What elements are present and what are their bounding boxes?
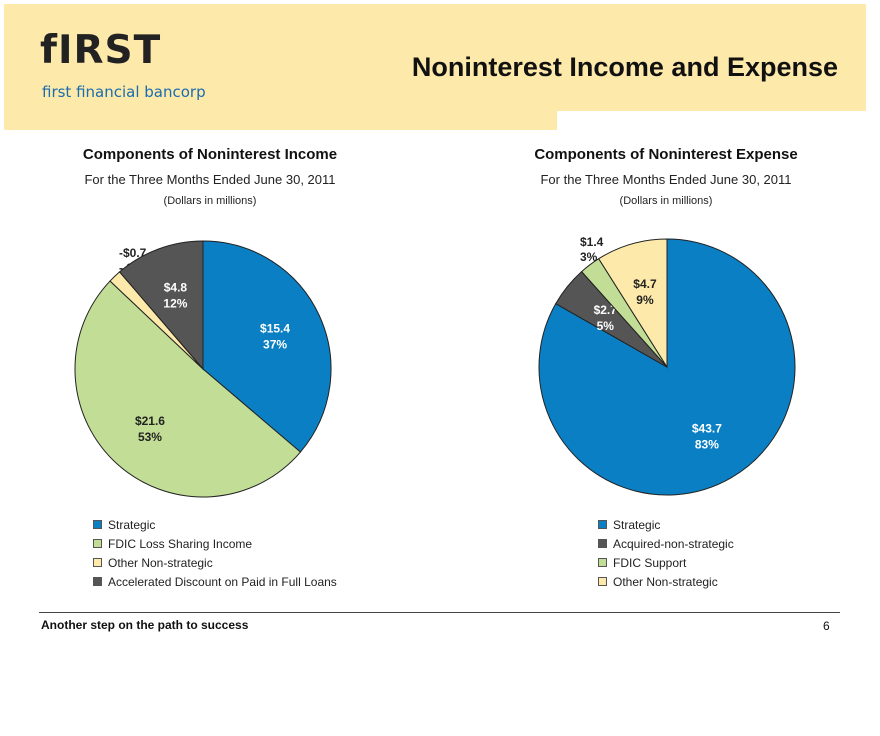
logo-subtitle: first financial bancorp	[42, 83, 206, 101]
expense-legend-label: Acquired-non-strategic	[613, 536, 734, 551]
income-legend-item: Other Non-strategic	[93, 553, 337, 572]
income-slice-3-value-label: $4.8	[164, 281, 188, 295]
expense-legend-swatch	[598, 520, 607, 529]
income-legend-swatch	[93, 539, 102, 548]
expense-slice-1-percent-label: 5%	[597, 319, 615, 333]
expense-legend-swatch	[598, 577, 607, 586]
income-slice-3-percent-label: 12%	[163, 297, 187, 311]
income-legend-swatch	[93, 558, 102, 567]
expense-chart-header: Components of Noninterest Expense For th…	[456, 140, 876, 207]
logo-wordmark: fIRST	[40, 28, 162, 73]
income-slice-0-value-label: $15.4	[260, 322, 290, 336]
expense-slice-3	[598, 238, 668, 369]
expense-pie-chart: $43.7 83% $2.7 5% $1.43% $4.7 9%	[538, 235, 796, 496]
expense-chart-subtitle: For the Three Months Ended June 30, 2011	[540, 172, 792, 187]
header-band: fIRST first financial bancorp Noninteres…	[4, 4, 866, 130]
expense-legend-label: Strategic	[613, 517, 661, 532]
income-chart-header: Components of Noninterest Income For the…	[0, 140, 420, 207]
income-legend-label: FDIC Loss Sharing Income	[108, 536, 253, 551]
expense-legend-item: Other Non-strategic	[598, 572, 734, 591]
slide-title: Noninterest Income and Expense	[411, 52, 838, 82]
page-number: 6	[823, 619, 830, 633]
expense-legend-swatch	[598, 558, 607, 567]
income-slice-0	[202, 240, 332, 453]
income-slice-1-value-label: $21.6	[135, 414, 165, 428]
expense-legend: Strategic Acquired-non-strategic FDIC Supp…	[598, 515, 734, 591]
expense-slice-0-value-label: $43.7	[692, 422, 722, 436]
header-notch	[557, 111, 866, 132]
expense-slice-2-value-label: $1.4	[580, 235, 604, 249]
income-legend-swatch	[93, 520, 102, 529]
expense-chart-unit: (Dollars in millions)	[619, 195, 713, 207]
expense-slice-2-percent-label: 3%	[580, 250, 598, 264]
income-slice-0-percent-label: 37%	[263, 338, 287, 352]
footer-divider	[39, 612, 840, 613]
expense-slice-3-percent-label: 9%	[636, 293, 654, 307]
income-chart-unit: (Dollars in millions)	[163, 195, 257, 207]
expense-legend-item: Acquired-non-strategic	[598, 534, 734, 553]
income-legend-swatch	[93, 577, 102, 586]
income-legend-label: Other Non-strategic	[108, 555, 213, 570]
income-legend-item: FDIC Loss Sharing Income	[93, 534, 337, 553]
expense-slice-3-value-label: $4.7	[633, 277, 657, 291]
income-slice-3	[118, 240, 204, 371]
expense-legend-item: Strategic	[598, 515, 734, 534]
expense-legend-label: Other Non-strategic	[613, 574, 718, 589]
footer-tagline: Another step on the path to success	[41, 618, 249, 632]
income-legend-item: Strategic	[93, 515, 337, 534]
expense-chart-title: Components of Noninterest Expense	[534, 146, 798, 163]
income-legend-label: Strategic	[108, 517, 156, 532]
income-slice-1-percent-label: 53%	[138, 430, 162, 444]
expense-legend-swatch	[598, 539, 607, 548]
income-slice-1	[74, 280, 302, 498]
expense-slice-0-percent-label: 83%	[695, 438, 719, 452]
income-legend: Strategic FDIC Loss Sharing Income Other N…	[93, 515, 337, 591]
expense-legend-item: FDIC Support	[598, 553, 734, 572]
income-slice-2-value-label: -$0.7	[119, 246, 147, 260]
expense-slice-1-value-label: $2.7	[594, 303, 618, 317]
income-legend-label: Accelerated Discount on Paid in Full Loa…	[108, 574, 337, 589]
expense-legend-label: FDIC Support	[613, 555, 687, 570]
income-legend-item: Accelerated Discount on Paid in Full Loa…	[93, 572, 337, 591]
income-chart-title: Components of Noninterest Income	[82, 146, 338, 163]
income-pie-chart: $15.437%$21.653%-$0.7- 2%$4.812%	[74, 240, 332, 498]
income-chart-subtitle: For the Three Months Ended June 30, 2011	[84, 172, 336, 187]
